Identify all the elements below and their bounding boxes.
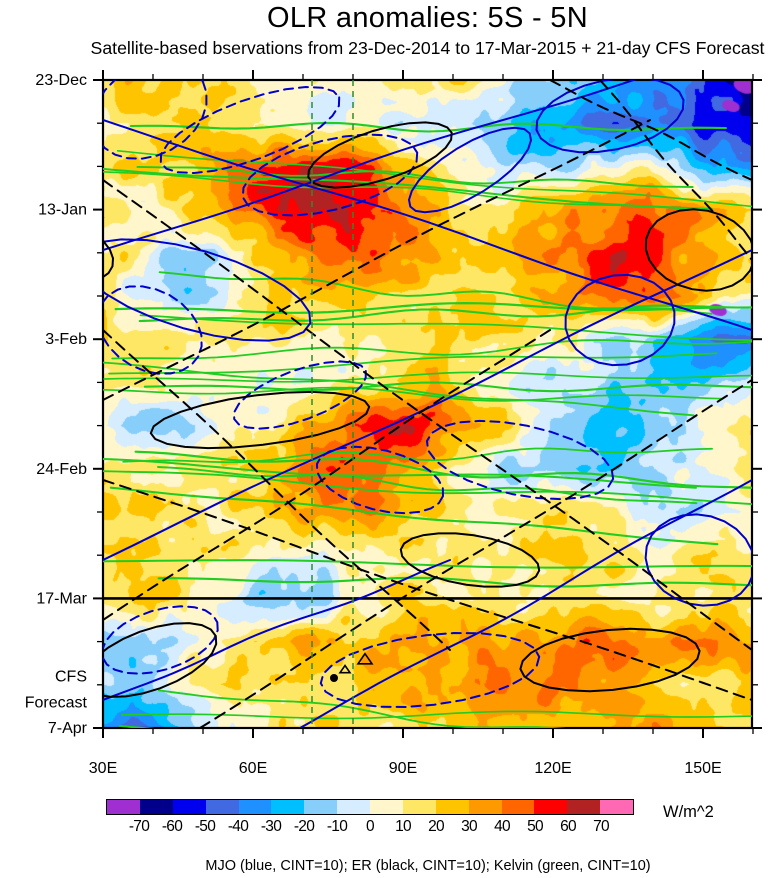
svg-text:30: 30 — [461, 818, 478, 835]
svg-text:23-Dec: 23-Dec — [35, 72, 87, 89]
svg-text:70: 70 — [593, 818, 610, 835]
svg-text:-50: -50 — [195, 818, 216, 835]
svg-text:20: 20 — [428, 818, 445, 835]
svg-text:30E: 30E — [89, 760, 117, 777]
svg-text:60E: 60E — [239, 760, 267, 777]
svg-text:60: 60 — [560, 818, 577, 835]
svg-text:24-Feb: 24-Feb — [36, 461, 87, 478]
svg-text:40: 40 — [494, 818, 511, 835]
svg-text:10: 10 — [395, 818, 412, 835]
svg-text:-60: -60 — [162, 818, 183, 835]
svg-text:150E: 150E — [684, 760, 721, 777]
svg-text:-30: -30 — [261, 818, 282, 835]
svg-text:3-Feb: 3-Feb — [45, 331, 87, 348]
svg-text:-70: -70 — [129, 818, 150, 835]
svg-text:CFS: CFS — [55, 669, 87, 686]
svg-text:7-Apr: 7-Apr — [48, 720, 88, 737]
svg-text:50: 50 — [527, 818, 544, 835]
svg-text:-40: -40 — [228, 818, 249, 835]
svg-text:Forecast: Forecast — [25, 695, 88, 712]
svg-text:0: 0 — [366, 818, 375, 835]
svg-text:13-Jan: 13-Jan — [38, 202, 87, 219]
svg-text:90E: 90E — [389, 760, 417, 777]
svg-text:120E: 120E — [534, 760, 571, 777]
svg-text:-20: -20 — [294, 818, 315, 835]
svg-text:17-Mar: 17-Mar — [36, 590, 87, 607]
svg-text:-10: -10 — [327, 818, 348, 835]
